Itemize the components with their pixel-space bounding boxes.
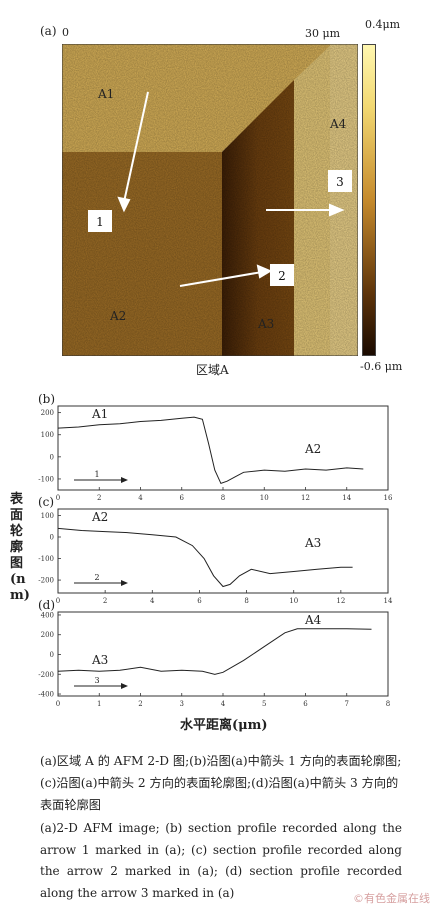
y-tick-label: 0 (50, 534, 54, 542)
region-label-c: A3 (304, 536, 321, 550)
x-tick-label: 7 (345, 700, 349, 708)
x-tick-label: 12 (336, 597, 345, 605)
region-label-d: A3 (91, 653, 108, 667)
arrow-2-label: 2 (278, 269, 286, 283)
x-tick-label: 4 (221, 700, 226, 708)
scale-top-label: 0.4μm (365, 18, 401, 31)
y-tick-label: -100 (38, 555, 54, 563)
plot-frame-c (57, 508, 389, 594)
y-tick-label: 200 (41, 409, 54, 417)
x-tick-label: 0 (56, 597, 60, 605)
profiles-y-axis-label: 表面轮廓图(nm) (10, 492, 30, 603)
y-tick-label: -400 (38, 691, 54, 699)
x-tick-label: 14 (342, 494, 351, 502)
panel-d-letter: (d) (38, 598, 56, 612)
region-label-d: A4 (304, 613, 322, 627)
direction-arrow-head-b (121, 477, 128, 483)
region-a1: A1 (97, 87, 114, 101)
x-tick-label: 5 (262, 700, 266, 708)
afm-arrows (117, 91, 345, 287)
x-tick-label: 8 (221, 494, 225, 502)
direction-arrow-head-d (121, 683, 128, 689)
x-tick-label: 6 (197, 597, 202, 605)
color-scale-bar (362, 44, 376, 356)
panel-b-letter: (b) (38, 392, 56, 406)
afm-x-end: 30 μm (305, 27, 341, 40)
afm-image: 1 2 3 A1 A2 A3 A4 (62, 44, 358, 356)
arrow-1-box (88, 210, 112, 232)
y-tick-label: 200 (41, 631, 54, 639)
direction-arrow-head-c (121, 580, 128, 586)
region-label-b: A1 (91, 407, 108, 421)
region-a3: A3 (257, 317, 274, 331)
region-a4: A4 (329, 117, 347, 131)
x-tick-label: 3 (180, 700, 184, 708)
profile-line-d (57, 628, 372, 675)
panel-c-letter: (c) (38, 495, 55, 509)
x-tick-label: 2 (138, 700, 142, 708)
x-tick-label: 4 (150, 597, 155, 605)
region-caption: 区域A (196, 363, 229, 377)
y-tick-label: 100 (41, 431, 54, 439)
x-tick-label: 8 (244, 597, 248, 605)
y-tick-label: 0 (50, 453, 54, 461)
caption-en: (a)2-D AFM image; (b) section profile re… (40, 821, 402, 900)
arrow-3-box (328, 170, 352, 192)
y-tick-label: -100 (38, 475, 54, 483)
x-tick-label: 2 (103, 597, 107, 605)
x-tick-label: 6 (303, 700, 308, 708)
x-tick-label: 8 (386, 700, 390, 708)
x-tick-label: 2 (97, 494, 101, 502)
profile-chart-b: 0 2 4 6 8 10 12 14 16 200 100 0 -100 A1 A2 1 (38, 405, 393, 502)
x-tick-label: 10 (260, 494, 269, 502)
x-tick-label: 10 (289, 597, 298, 605)
arrow-3-label: 3 (336, 175, 344, 189)
direction-arrow-label-b: 1 (94, 470, 99, 479)
panel-a-letter: (a) (40, 24, 57, 38)
x-tick-label: 0 (56, 700, 60, 708)
arrow-2-box (270, 264, 294, 286)
direction-arrow-label-c: 2 (94, 573, 99, 582)
y-tick-label: 100 (41, 512, 54, 520)
y-tick-label: -200 (38, 577, 54, 585)
profile-line-c (57, 527, 353, 588)
x-tick-label: 14 (384, 597, 393, 605)
y-tick-label: 0 (50, 651, 54, 659)
profile-line-b (57, 416, 364, 485)
caption-zh: (a)区域 A 的 AFM 2-D 图;(b)沿图(a)中箭头 1 方向的表面轮… (40, 754, 402, 812)
x-tick-label: 16 (384, 494, 393, 502)
scale-bottom-label: -0.6 μm (360, 360, 403, 373)
x-tick-label: 4 (138, 494, 143, 502)
y-tick-label: 400 (41, 611, 54, 619)
y-tick-label: -200 (38, 671, 54, 679)
profile-chart-c: 0 2 4 6 8 10 12 14 100 0 -100 -200 A2 A3 2 (38, 508, 393, 605)
arrow-1-label: 1 (96, 215, 104, 229)
x-tick-label: 1 (97, 700, 101, 708)
watermark: ©有色金属在线 (353, 892, 430, 905)
profiles-x-axis-label: 水平距离(μm) (180, 718, 268, 733)
x-tick-label: 0 (56, 494, 60, 502)
region-label-b: A2 (304, 442, 321, 456)
region-label-c: A2 (91, 510, 108, 524)
afm-x-start: 0 (62, 26, 69, 39)
x-tick-label: 12 (301, 494, 310, 502)
x-tick-label: 6 (180, 494, 185, 502)
region-a2: A2 (109, 309, 126, 323)
profile-chart-d: 0 1 2 3 4 5 6 7 8 400 200 0 -200 -400 A3 A4 3 (38, 611, 390, 708)
direction-arrow-label-d: 3 (94, 676, 99, 685)
